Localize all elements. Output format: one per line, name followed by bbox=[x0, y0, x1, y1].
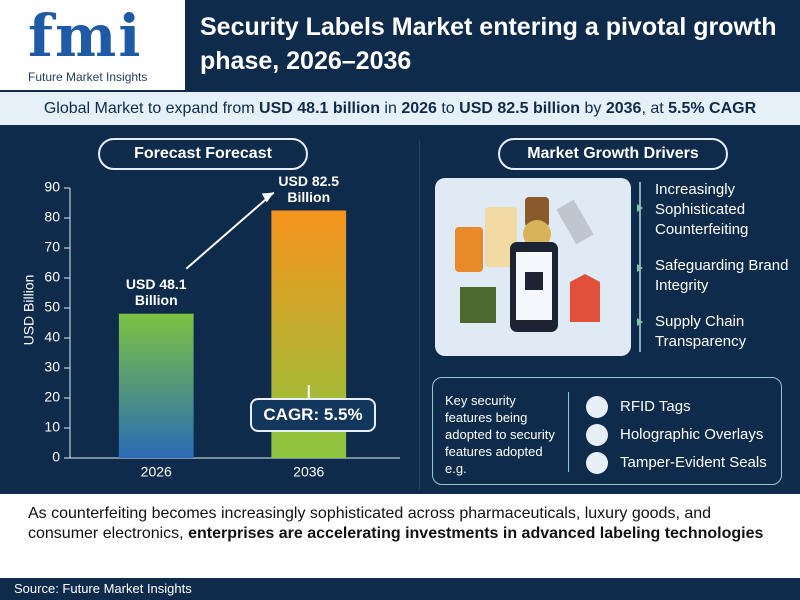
feature-icon bbox=[586, 424, 608, 446]
divider bbox=[568, 392, 569, 472]
footer-text: As counterfeiting becomes increasingly s… bbox=[28, 504, 768, 544]
illustration bbox=[435, 178, 643, 356]
text: As counterfeiting becomes increasingly s… bbox=[28, 505, 712, 542]
logo-mark: fmi bbox=[28, 2, 143, 70]
feature: Tamper-Evident Seals bbox=[620, 454, 767, 471]
text: enterprises are accelerating investments… bbox=[188, 525, 764, 542]
y-tick-label: 70 bbox=[44, 239, 60, 255]
features-box bbox=[432, 377, 782, 485]
y-tick-label: 90 bbox=[44, 179, 60, 195]
value-label: USD 48.1 Billion bbox=[125, 275, 187, 308]
logo-name: Future Market Insights bbox=[28, 70, 148, 84]
text: by bbox=[580, 100, 606, 117]
y-tick-label: 20 bbox=[44, 389, 60, 405]
text: 5.5% CAGR bbox=[668, 100, 757, 117]
y-tick-label: 50 bbox=[44, 299, 60, 315]
annotation: CAGR: 5.5% bbox=[250, 398, 376, 432]
logo: fmi Future Market Insights bbox=[0, 0, 185, 90]
y-tick-label: 30 bbox=[44, 359, 60, 375]
subheadline: Global Market to expand from USD 48.1 bi… bbox=[0, 92, 800, 125]
text: USD 48.1 billion bbox=[259, 100, 380, 117]
driver: Safeguarding Brand Integrity bbox=[655, 257, 789, 294]
y-tick-label: 40 bbox=[44, 329, 60, 345]
x-tick-label: 2036 bbox=[293, 464, 324, 480]
text: , at bbox=[641, 100, 669, 117]
driver: Increasingly Sophisticated Counterfeitin… bbox=[655, 181, 749, 238]
feature: Holographic Overlays bbox=[620, 426, 764, 443]
y-tick-label: 80 bbox=[44, 209, 60, 225]
chart-title: Forecast Forecast bbox=[98, 138, 308, 170]
footer bbox=[0, 494, 800, 578]
y-axis-label: USD Billion bbox=[21, 275, 37, 346]
driver: Supply Chain Transparency bbox=[655, 313, 747, 350]
text: USD 82.5 billion bbox=[459, 100, 581, 117]
value-label: USD 82.5 Billion bbox=[278, 172, 340, 205]
feature-icon bbox=[586, 396, 608, 418]
y-tick-label: 10 bbox=[44, 419, 60, 435]
x-tick-label: 2026 bbox=[141, 464, 172, 480]
arrow-head bbox=[261, 192, 274, 203]
title: Security Labels Market entering a pivota… bbox=[200, 13, 777, 75]
text: Global Market to expand from bbox=[43, 100, 260, 117]
y-tick-label: 0 bbox=[52, 449, 60, 465]
bar bbox=[118, 313, 194, 458]
feature-icon bbox=[586, 452, 608, 474]
y-tick-label: 60 bbox=[44, 269, 60, 285]
text: 2026 bbox=[401, 100, 437, 117]
text: in bbox=[379, 100, 402, 117]
text: 2036 bbox=[605, 100, 642, 117]
text: to bbox=[436, 100, 460, 117]
drivers-title: Market Growth Drivers bbox=[498, 138, 728, 170]
features-intro: Key security features being adopted to s… bbox=[445, 393, 555, 476]
feature: RFID Tags bbox=[620, 398, 691, 415]
source: Source: Future Market Insights bbox=[0, 578, 800, 600]
trend-arrow bbox=[185, 191, 275, 270]
